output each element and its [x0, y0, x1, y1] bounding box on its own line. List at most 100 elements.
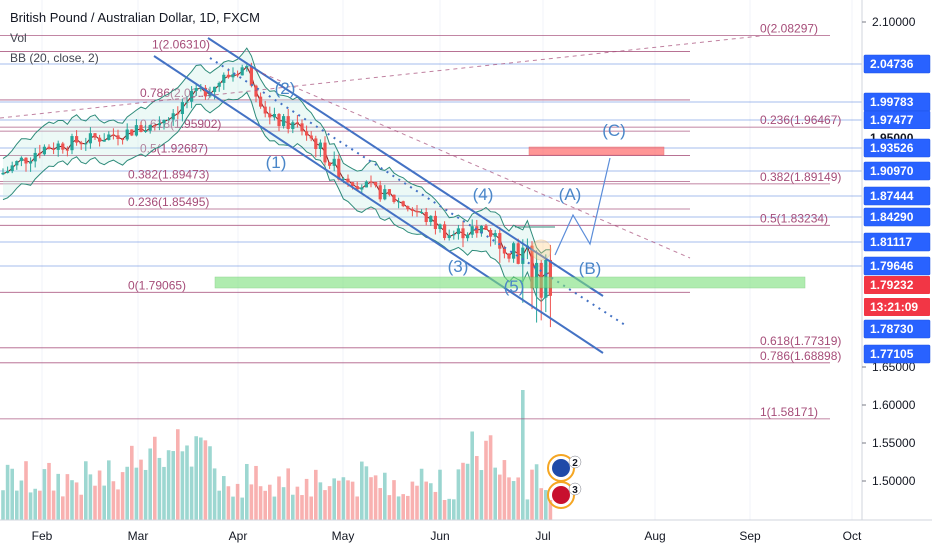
- candle-body: [236, 74, 240, 76]
- volume-bar: [1, 490, 5, 520]
- price-badge: [863, 161, 931, 181]
- candle-body: [479, 225, 483, 234]
- volume-bar: [231, 496, 235, 520]
- fib-level-label: 0.618(1.95902): [140, 117, 221, 131]
- volume-bar: [268, 484, 272, 520]
- support-zone: [214, 276, 806, 289]
- price-badge-label: 13:21:09: [870, 300, 918, 314]
- price-badge: [864, 276, 930, 294]
- candle-body: [139, 125, 143, 132]
- volume-bar: [530, 469, 534, 520]
- event-count-bg: [568, 482, 582, 496]
- volume-bar: [139, 459, 143, 520]
- candle-body: [52, 148, 56, 150]
- fib-level-label: 1(1.58171): [760, 405, 818, 419]
- candle-body: [286, 116, 290, 129]
- volume-bar: [157, 457, 162, 520]
- volume-bar: [272, 496, 277, 520]
- candle-body: [231, 74, 235, 78]
- price-badge-label: 1.81117: [870, 235, 912, 249]
- candle-body: [443, 224, 447, 239]
- volume-bar: [511, 481, 516, 520]
- volume-bar: [383, 472, 387, 520]
- bollinger-indicator-label[interactable]: BB (20, close, 2): [10, 51, 99, 65]
- candle-body: [282, 116, 286, 127]
- price-badge: [863, 207, 931, 227]
- volume-bar: [38, 490, 42, 520]
- price-badge-label: 1.93526: [870, 141, 914, 155]
- volume-bar: [19, 480, 24, 520]
- candle-body: [61, 143, 65, 150]
- volume-bar: [433, 491, 438, 520]
- volume-bar: [24, 461, 28, 520]
- candle-body: [70, 136, 74, 151]
- symbol-title[interactable]: British Pound / Australian Dollar, 1D, F…: [10, 10, 260, 25]
- candle-body: [162, 119, 166, 124]
- price-tick-label: 1.50000: [872, 474, 916, 488]
- candle-body: [341, 178, 345, 180]
- volume-bar: [47, 462, 51, 520]
- volume-bar: [548, 499, 553, 520]
- candle-body: [185, 101, 189, 103]
- candle-body: [305, 131, 309, 136]
- price-badge-label: 1.90970: [870, 164, 914, 178]
- price-badge: [864, 298, 930, 316]
- candle-body: [84, 143, 88, 145]
- volume-bar: [15, 490, 19, 520]
- candle-body: [6, 171, 10, 173]
- candle-body: [466, 234, 470, 239]
- candle-body: [447, 235, 451, 239]
- volume-bar: [378, 488, 382, 520]
- bollinger-fill: [3, 48, 551, 302]
- volume-bar: [134, 467, 139, 520]
- volume-bar: [401, 494, 405, 520]
- wave-label: (A): [559, 185, 582, 204]
- volume-bar: [88, 474, 93, 520]
- flag-gb-icon: [552, 486, 570, 504]
- candle-body: [337, 158, 341, 180]
- candle-body: [369, 181, 373, 183]
- time-axis-tick: Aug: [644, 529, 665, 543]
- volume-indicator-label[interactable]: Vol: [10, 31, 27, 45]
- volume-bar: [235, 483, 240, 520]
- time-axis: Feb Mar Apr May Jun Jul Aug Sep Oct: [0, 519, 932, 543]
- candle-body: [475, 226, 479, 234]
- wave-labels: (1) (2) (3) (4) (5) (A) (B) (C): [266, 79, 626, 296]
- volume-bar: [484, 440, 488, 520]
- candle-body: [535, 262, 539, 289]
- candle-body: [56, 143, 60, 150]
- candle-body: [291, 122, 295, 129]
- candle-body: [176, 113, 180, 115]
- volume-bar: [84, 461, 88, 520]
- candle-body: [272, 114, 276, 118]
- volume-bar: [97, 470, 102, 520]
- candle-body: [507, 253, 511, 259]
- candle-body: [378, 185, 382, 200]
- candle-body: [415, 210, 419, 213]
- volume-bar: [28, 492, 33, 520]
- event-badges[interactable]: 23: [547, 454, 582, 509]
- volume-bar: [442, 499, 447, 520]
- candle-body: [33, 152, 37, 162]
- drawings[interactable]: [0, 35, 806, 354]
- candle-body: [249, 65, 253, 86]
- channel-lower-line: [153, 55, 604, 354]
- price-badge: [863, 54, 931, 74]
- volume-bar: [465, 463, 470, 520]
- grid: [41, 0, 853, 520]
- candle-body: [203, 87, 207, 97]
- wave-label: (1): [266, 153, 287, 172]
- candle-body: [493, 233, 497, 237]
- candle-body: [134, 125, 138, 136]
- candles: [1, 62, 552, 328]
- candle-body: [530, 245, 534, 289]
- volume-bar: [295, 486, 300, 520]
- candle-body: [360, 187, 364, 190]
- candle-body: [374, 181, 378, 186]
- time-axis-tick: May: [332, 529, 355, 543]
- candle-body: [222, 74, 226, 83]
- candle-body: [88, 133, 92, 144]
- price-badge-label: 1.99783: [870, 95, 914, 109]
- wave-label: (5): [504, 277, 525, 296]
